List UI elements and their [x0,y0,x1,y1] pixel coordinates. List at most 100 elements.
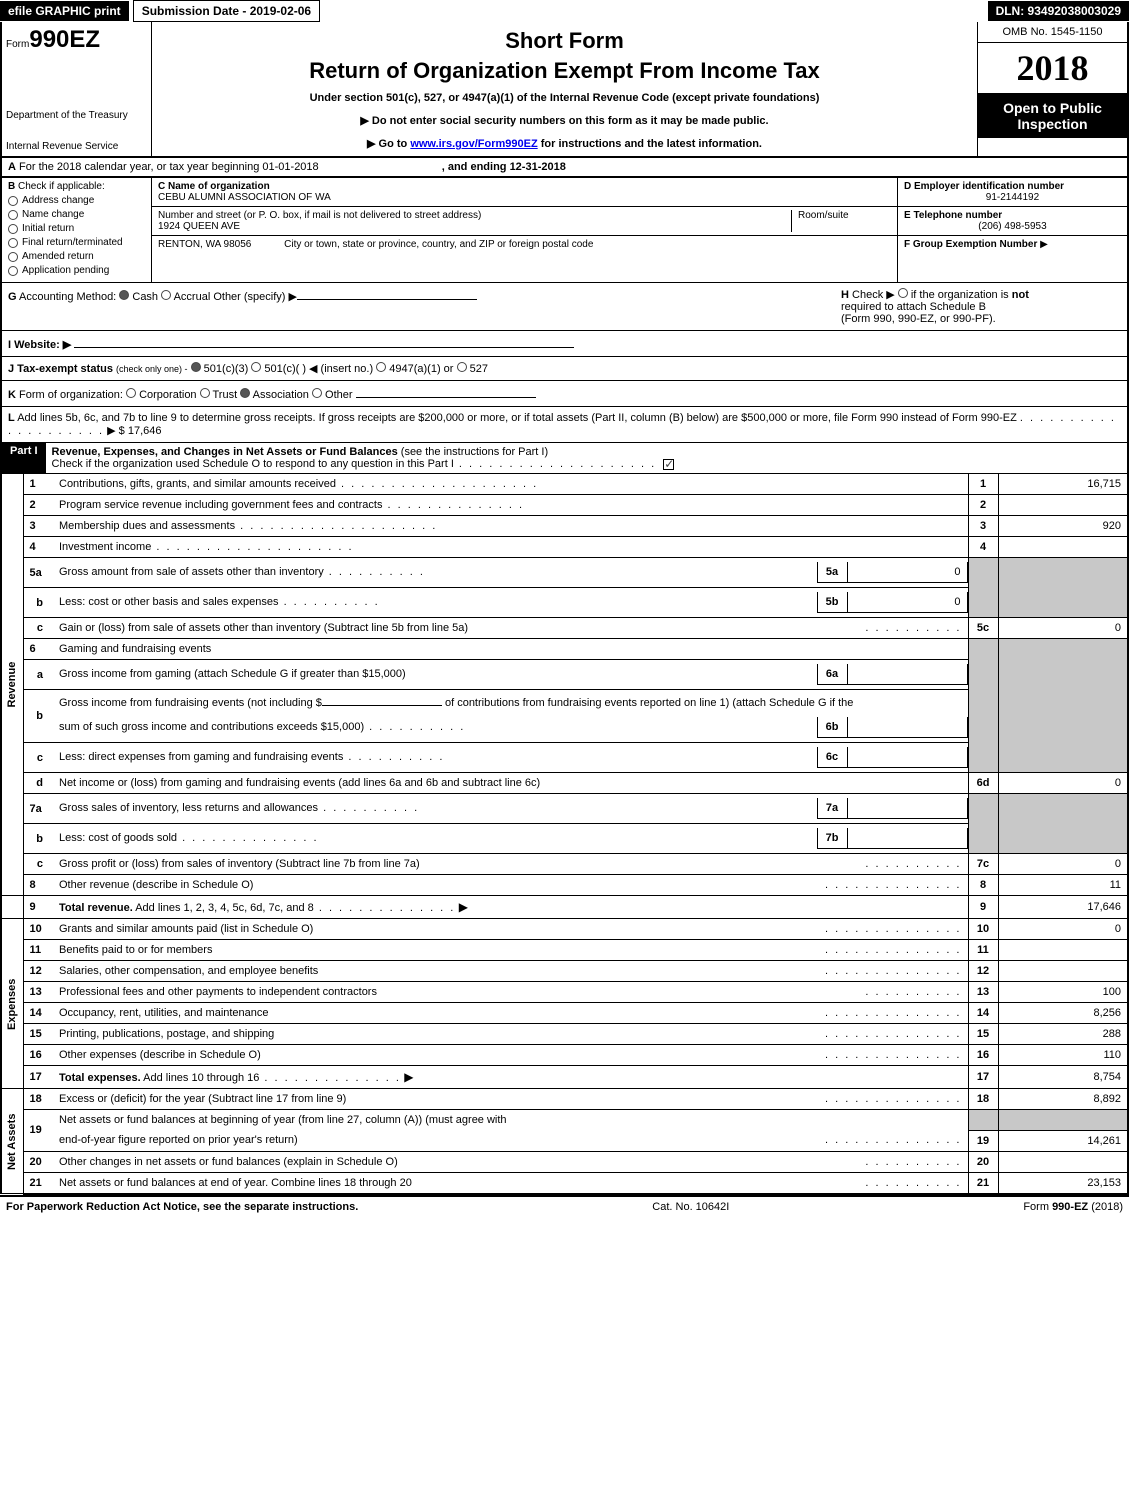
chk-schedule-b[interactable] [898,288,908,298]
paperwork-notice: For Paperwork Reduction Act Notice, see … [6,1201,358,1213]
expenses-label: Expenses [1,919,23,1089]
addr: 1924 QUEEN AVE [158,221,791,232]
phone-label: E Telephone number [904,210,1121,221]
val-6c [847,747,967,768]
col-d: D Employer identification number 91-2144… [897,178,1127,282]
val-7c: 0 [998,854,1128,875]
val-19: 14,261 [998,1130,1128,1151]
val-2 [998,495,1128,516]
val-5b: 0 [847,592,967,613]
group-exempt-label: F Group Exemption Number [904,239,1037,250]
chk-cash[interactable] [119,290,129,300]
irs: Internal Revenue Service [6,141,147,152]
form-prefix: Form [6,39,29,50]
instr-1: ▶ Do not enter social security numbers o… [158,114,971,127]
row-a: A For the 2018 calendar year, or tax yea… [0,158,1129,178]
val-6d: 0 [998,773,1128,794]
return-title: Return of Organization Exempt From Incom… [158,58,971,84]
ein: 91-2144192 [904,192,1121,203]
section-bcd: B Check if applicable: Address change Na… [0,178,1129,283]
irs-link[interactable]: www.irs.gov/Form990EZ [410,138,537,150]
val-11 [998,940,1128,961]
dln: DLN: 93492038003029 [988,1,1129,21]
val-21: 23,153 [998,1172,1128,1194]
ein-label: D Employer identification number [904,181,1121,192]
form-number: 990EZ [29,26,100,53]
val-15: 288 [998,1024,1128,1045]
short-form-title: Short Form [158,28,971,54]
val-17: 8,754 [998,1066,1128,1089]
gross-receipts: $ 17,646 [119,425,162,437]
val-7a [847,798,967,819]
chk-accrual[interactable] [161,290,171,300]
submission-date: Submission Date - 2019-02-06 [133,0,320,22]
cat-no: Cat. No. 10642I [652,1201,729,1213]
val-4 [998,537,1128,558]
val-14: 8,256 [998,1003,1128,1024]
other-specify-input[interactable] [297,288,477,300]
val-9: 17,646 [998,896,1128,919]
room-label: Room/suite [791,210,891,232]
chk-amended[interactable] [8,252,18,262]
chk-corp[interactable] [126,388,136,398]
omb-number: OMB No. 1545-1150 [978,22,1127,43]
col-b: B Check if applicable: Address change Na… [2,178,152,282]
addr-label: Number and street (or P. O. box, if mail… [158,210,791,221]
chk-527[interactable] [457,362,467,372]
phone: (206) 498-5953 [904,221,1121,232]
footer: For Paperwork Reduction Act Notice, see … [0,1195,1129,1217]
chk-other-org[interactable] [312,388,322,398]
val-3: 920 [998,516,1128,537]
chk-501c3[interactable] [191,362,201,372]
val-1: 16,715 [998,474,1128,495]
part1-label: Part I [2,443,46,473]
other-org-input[interactable] [356,386,536,398]
form-header: Form990EZ Department of the Treasury Int… [0,22,1129,158]
chk-pending[interactable] [8,266,18,276]
city-label: City or town, state or province, country… [284,239,593,250]
chk-name-change[interactable] [8,210,18,220]
fundraising-amount-input[interactable] [322,694,442,706]
row-l: L Add lines 5b, 6c, and 7b to line 9 to … [0,407,1129,443]
col-c: C Name of organization CEBU ALUMNI ASSOC… [152,178,897,282]
val-6b [847,717,967,738]
instr-2: ▶ Go to www.irs.gov/Form990EZ for instru… [158,137,971,150]
form-ref: Form 990-EZ (2018) [1023,1201,1123,1213]
row-j: J Tax-exempt status (check only one) - 5… [0,357,1129,381]
val-5c: 0 [998,618,1128,639]
org-name: CEBU ALUMNI ASSOCIATION OF WA [158,192,891,203]
row-k: K Form of organization: Corporation Trus… [0,381,1129,407]
line-table: Revenue 1 Contributions, gifts, grants, … [0,474,1129,1195]
tax-year: 2018 [978,43,1127,94]
org-name-label: C Name of organization [158,181,891,192]
val-7b [847,828,967,849]
under-section: Under section 501(c), 527, or 4947(a)(1)… [158,92,971,104]
val-12 [998,961,1128,982]
val-6a [847,664,967,685]
chk-trust[interactable] [200,388,210,398]
top-bar: efile GRAPHIC print Submission Date - 20… [0,0,1129,22]
chk-initial-return[interactable] [8,224,18,234]
row-i: I Website: ▶ [0,331,1129,357]
efile-label: efile GRAPHIC print [0,1,129,21]
val-20 [998,1151,1128,1172]
chk-4947[interactable] [376,362,386,372]
chk-final-return[interactable] [8,238,18,248]
open-to-public: Open to Public Inspection [978,94,1127,138]
val-5a: 0 [847,562,967,583]
row-gh: G Accounting Method: Cash Accrual Other … [0,283,1129,331]
website-input[interactable] [74,336,574,348]
chk-501c[interactable] [251,362,261,372]
val-13: 100 [998,982,1128,1003]
netassets-label: Net Assets [1,1089,23,1194]
val-8: 11 [998,875,1128,896]
val-18: 8,892 [998,1089,1128,1110]
part1-header: Part I Revenue, Expenses, and Changes in… [0,443,1129,474]
val-16: 110 [998,1045,1128,1066]
dept-treasury: Department of the Treasury [6,110,147,121]
chk-assoc[interactable] [240,388,250,398]
chk-schedule-o[interactable] [663,459,674,470]
chk-address-change[interactable] [8,196,18,206]
val-10: 0 [998,919,1128,940]
city: RENTON, WA 98056 [158,239,251,250]
